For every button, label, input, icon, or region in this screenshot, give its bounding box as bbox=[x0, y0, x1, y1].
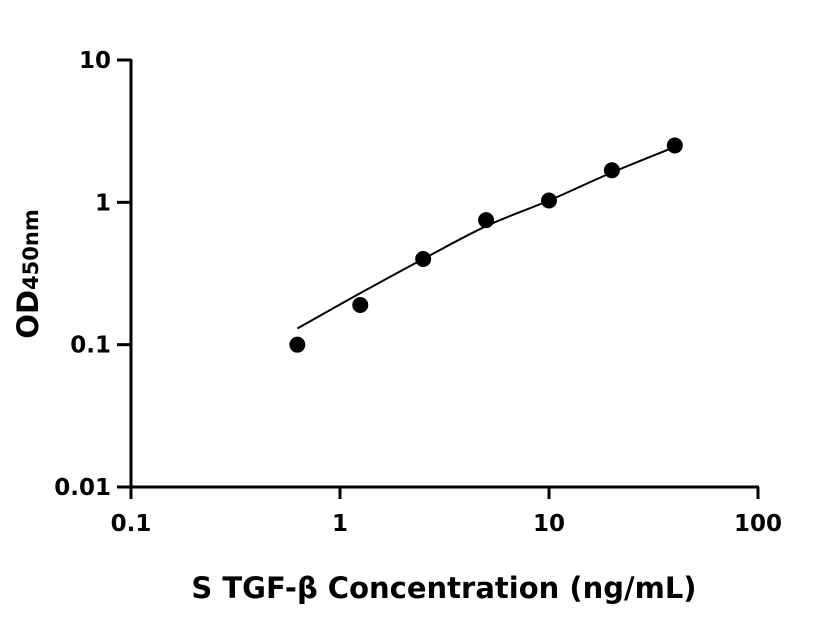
y-axis-label: OD450nm bbox=[11, 209, 45, 338]
x-tick-label: 0.1 bbox=[111, 511, 152, 537]
y-tick-label: 0.01 bbox=[54, 475, 111, 501]
data-point bbox=[289, 336, 306, 353]
data-points bbox=[289, 137, 683, 353]
data-point bbox=[666, 137, 683, 154]
y-axis-label-main: OD bbox=[11, 290, 45, 339]
data-point bbox=[352, 296, 369, 313]
y-tick-label: 1 bbox=[95, 190, 111, 216]
data-point bbox=[541, 192, 557, 209]
x-tick-label: 1 bbox=[332, 511, 348, 537]
x-axis-label: S TGF-β Concentration (ng/mL) bbox=[191, 571, 696, 605]
x-tick-label: 100 bbox=[734, 511, 782, 537]
y-tick-label: 10 bbox=[79, 48, 111, 74]
y-tick-label: 0.1 bbox=[70, 333, 111, 359]
data-point bbox=[478, 212, 495, 229]
data-point bbox=[415, 250, 432, 267]
y-axis-label-sub: 450nm bbox=[19, 209, 43, 290]
data-point bbox=[603, 162, 620, 179]
x-tick-label: 10 bbox=[533, 511, 565, 537]
